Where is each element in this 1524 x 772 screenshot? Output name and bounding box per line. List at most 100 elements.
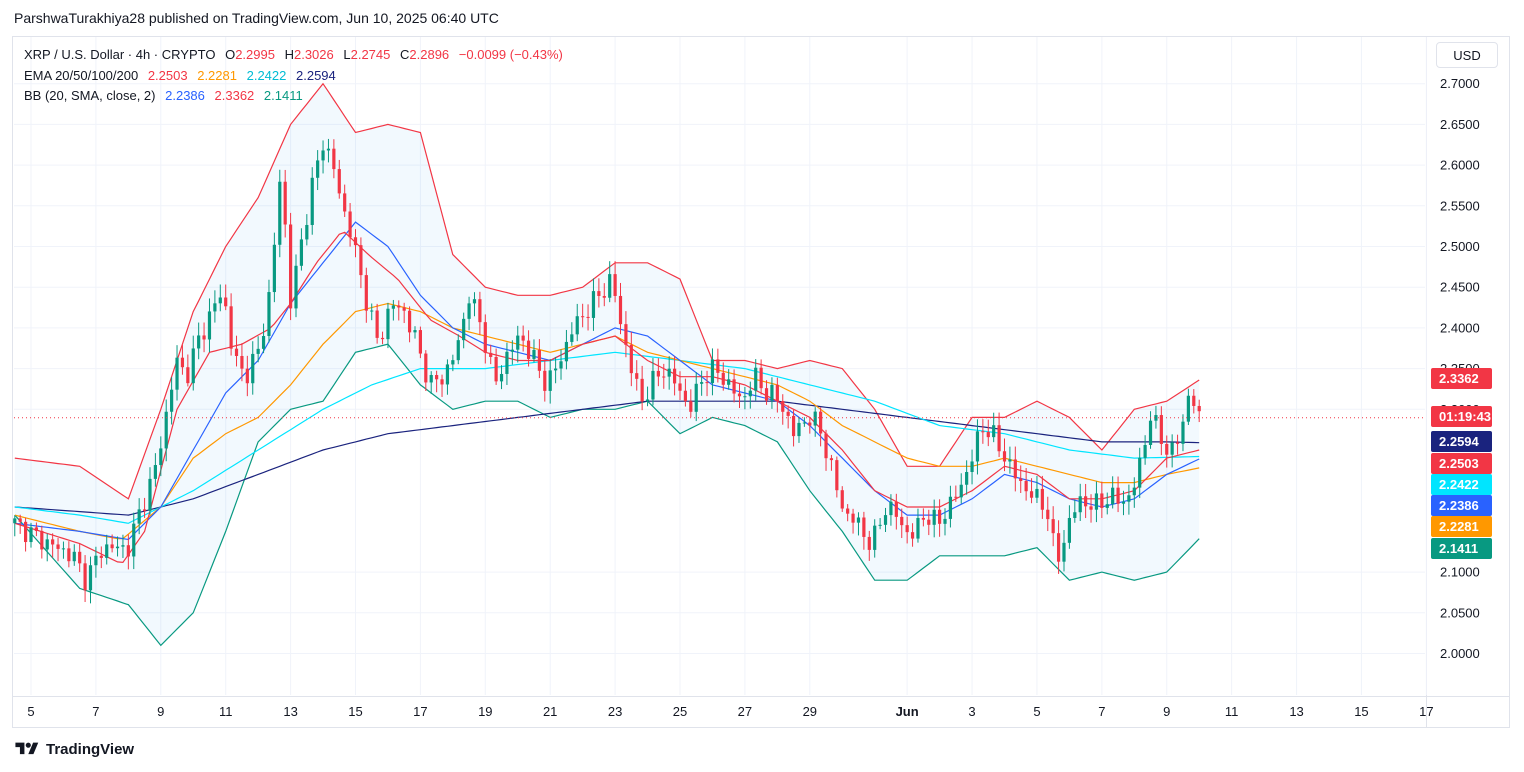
candle-body <box>786 411 790 416</box>
candle-body <box>478 299 482 323</box>
candle-body <box>1040 488 1044 510</box>
candle-body <box>808 422 812 426</box>
ema-label: EMA 20/50/100/200 <box>24 67 139 83</box>
candle-body <box>921 517 925 520</box>
candle-body <box>764 388 769 401</box>
candle-body <box>1002 451 1007 462</box>
candle-body <box>105 544 109 558</box>
price-badge-label: 2.1411 <box>1439 541 1478 556</box>
candle-body <box>916 517 920 539</box>
candle-body <box>575 316 579 335</box>
candle-body <box>775 384 779 402</box>
candle-body <box>710 359 715 384</box>
candle-body <box>34 527 39 531</box>
ema20-value: 2.2503 <box>147 67 188 83</box>
price-tick-label: 2.0500 <box>1440 605 1480 620</box>
candle-body <box>894 501 898 517</box>
candle-body <box>1197 405 1201 412</box>
candle-body <box>1062 542 1066 562</box>
brand-name: TradingView <box>46 740 135 758</box>
bb-upper-line <box>14 82 1200 500</box>
candle-body <box>997 425 1001 452</box>
candle-body <box>564 341 569 362</box>
legend-ohlc-row[interactable]: XRP / U.S. Dollar · 4h · CRYPTO O2.2995 … <box>24 45 565 66</box>
candle-body <box>278 181 282 245</box>
candle-body <box>435 375 439 380</box>
candle-body <box>943 518 947 524</box>
candle-body <box>348 211 352 238</box>
candle-body <box>737 393 742 397</box>
candle-body <box>137 509 141 524</box>
candle-body <box>932 509 936 525</box>
candle-body <box>364 275 368 311</box>
candle-body <box>905 525 909 533</box>
bb-basis-line <box>14 221 1200 541</box>
candle-body <box>910 532 915 539</box>
candle-body <box>1013 459 1017 479</box>
candle-body <box>975 431 980 462</box>
time-tick-label: 25 <box>673 704 687 719</box>
currency-button[interactable]: USD <box>1436 42 1498 68</box>
legend-bb-row[interactable]: BB (20, SMA, close, 2) 2.2386 2.3362 2.1… <box>24 86 565 107</box>
candle-body <box>970 461 974 472</box>
candle-body <box>694 383 698 412</box>
candle-body <box>992 425 996 438</box>
candle-body <box>456 340 460 361</box>
candle-body <box>1067 517 1071 543</box>
candle-body <box>332 148 336 170</box>
price-badge-label: 2.2594 <box>1439 434 1480 449</box>
low-value: 2.2745 <box>350 47 391 62</box>
candle-body <box>61 548 66 550</box>
candle-body <box>261 336 266 349</box>
candle-body <box>732 379 736 394</box>
candle-body <box>754 367 758 391</box>
candle-body <box>472 299 477 304</box>
candle-body <box>1159 415 1163 444</box>
time-tick-label: 15 <box>1354 704 1368 719</box>
price-badge <box>1431 368 1492 389</box>
price-badges: 2.3362 01:19:43 2.2594 2.2503 2.2422 2.2386 2.… <box>1431 368 1492 559</box>
publisher-header: ParshwaTurakhiya28 published on TradingV… <box>14 10 499 26</box>
candle-body <box>954 496 958 498</box>
candle-body <box>781 401 785 412</box>
time-tick-label: 9 <box>157 704 164 719</box>
candle-body <box>370 310 374 312</box>
candle-body <box>115 546 120 549</box>
high-value: 2.3026 <box>293 47 334 62</box>
time-tick-label: 7 <box>1098 704 1105 719</box>
candle-body <box>29 527 33 543</box>
candle-body <box>451 360 455 365</box>
candle-body <box>721 372 725 385</box>
candle-body <box>23 521 28 543</box>
candle-body <box>581 316 585 318</box>
candle-body <box>1029 491 1034 498</box>
footer-brand[interactable]: TradingView <box>14 740 134 758</box>
low-label: L <box>343 47 351 62</box>
candle-body <box>1132 487 1136 496</box>
candle-body <box>927 519 931 525</box>
bb-label: BB (20, SMA, close, 2) <box>24 88 156 103</box>
ema100-value: 2.2422 <box>246 67 287 83</box>
time-tick-label: 11 <box>219 704 233 719</box>
candle-body <box>1116 487 1120 504</box>
time-axis: 5 7 9 11 13 15 17 19 21 23 25 27 29 Jun 3 5 7 9 11 13 15 17 <box>27 704 1433 719</box>
candle-body <box>343 193 347 212</box>
candle-body <box>716 359 720 373</box>
candle-body <box>407 310 412 333</box>
candle-body <box>13 518 17 524</box>
bb-lower-value: 2.1411 <box>263 88 303 103</box>
candle-body <box>78 551 82 564</box>
candle-body <box>142 509 147 511</box>
candle-body <box>1078 496 1082 513</box>
legend-ema-row[interactable]: EMA 20/50/100/200 2.2503 2.2281 2.2422 2… <box>24 66 565 87</box>
candle-body <box>234 348 239 357</box>
candle-body <box>467 303 471 319</box>
ema200-value: 2.2594 <box>296 67 336 83</box>
candle-body <box>440 379 444 385</box>
candle-body <box>959 484 963 498</box>
candle-body <box>559 361 563 369</box>
time-tick-label: 29 <box>803 704 817 719</box>
candlestick-series <box>13 138 1201 604</box>
candle-body <box>510 349 514 352</box>
